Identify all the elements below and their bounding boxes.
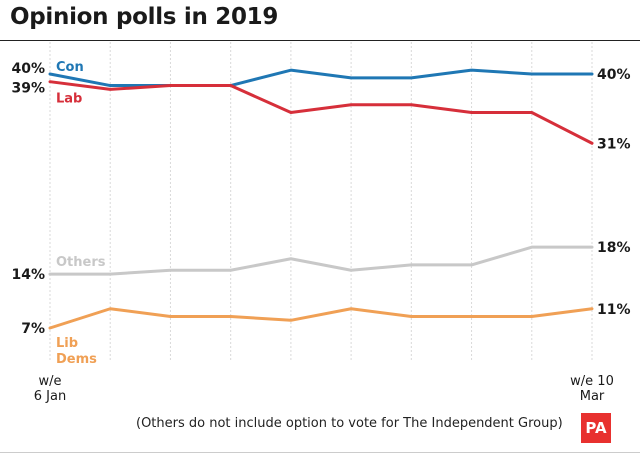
x-tick-label-start: w/e — [38, 374, 61, 389]
start-label-others: 14% — [11, 267, 45, 283]
series-name-label-lab: Lab — [56, 92, 82, 107]
end-label-lab: 31% — [597, 136, 631, 152]
gridlines — [49, 42, 593, 360]
series-line-lab — [48, 80, 594, 145]
end-label-others: 18% — [597, 240, 631, 256]
series-name-label-lib-dems: Dems — [56, 352, 97, 367]
x-tick-label-start: 6 Jan — [34, 389, 66, 404]
series-lines — [48, 68, 594, 330]
x-tick-label-end: Mar — [580, 389, 605, 404]
start-label-con: 40% — [11, 61, 45, 77]
title-divider — [0, 40, 640, 41]
bottom-divider — [0, 452, 640, 453]
series-name-label-con: Con — [56, 60, 84, 75]
series-line-lib-dems — [48, 307, 594, 330]
chart-labels: 40% 40% 39% 31% 14% 18% 7% 11% Con Lab Others LibDe… — [11, 60, 630, 404]
start-label-lab: 39% — [11, 81, 45, 97]
x-tick-label-end: w/e 10 — [570, 374, 614, 389]
end-label-lib-dems: 11% — [597, 302, 631, 318]
chart-title: Opinion polls in 2019 — [10, 4, 279, 30]
series-name-label-others: Others — [56, 255, 106, 270]
start-label-lib-dems: 7% — [21, 321, 45, 337]
series-name-label-lib-dems: Lib — [56, 336, 78, 351]
footnote: (Others do not include option to vote fo… — [136, 416, 563, 431]
line-chart: 40% 40% 39% 31% 14% 18% 7% 11% Con Lab Others LibDe… — [11, 42, 631, 404]
series-line-others — [48, 245, 594, 276]
end-label-con: 40% — [597, 67, 631, 83]
pa-logo: PA — [581, 413, 611, 443]
series-line-con — [48, 68, 594, 88]
